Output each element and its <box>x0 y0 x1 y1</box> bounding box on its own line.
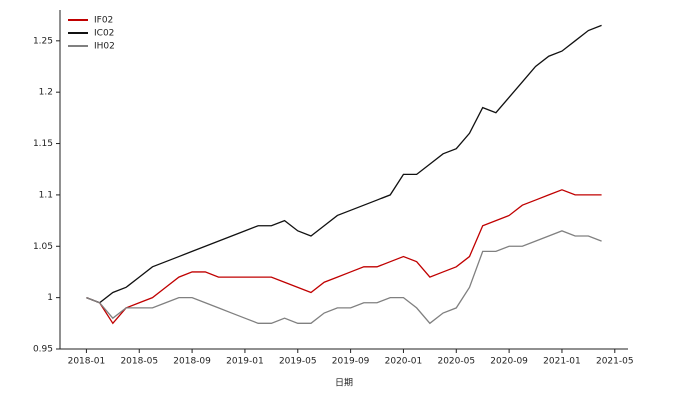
legend-label: IH02 <box>94 42 115 52</box>
x-tick-label: 2020-01 <box>385 357 423 367</box>
x-tick-label: 2018-09 <box>173 357 211 367</box>
y-tick-label: 1.2 <box>39 88 53 98</box>
series-line <box>86 189 602 325</box>
y-tick-label: 1.25 <box>33 36 53 46</box>
x-tick-label: 2019-01 <box>226 357 264 367</box>
x-tick-label: 2018-01 <box>68 357 106 367</box>
legend-label: IF02 <box>94 16 113 26</box>
y-tick-label: 1 <box>47 293 53 303</box>
x-tick-label: 2019-09 <box>332 357 370 367</box>
x-tick-label: 2021-05 <box>596 357 634 367</box>
x-tick-label: 2018-05 <box>120 357 158 367</box>
y-tick-label: 1.15 <box>33 139 53 149</box>
x-tick-label: 2021-01 <box>543 357 581 367</box>
x-tick-label: 2020-05 <box>437 357 475 367</box>
series-line <box>86 24 602 304</box>
y-tick-label: 0.95 <box>33 345 53 355</box>
y-tick-label: 1.05 <box>33 242 53 252</box>
series-line <box>86 230 602 325</box>
x-tick-label: 2019-05 <box>279 357 317 367</box>
x-tick-label: 2020-09 <box>490 357 528 367</box>
y-tick-label: 1.1 <box>39 190 53 200</box>
x-axis-label: 日期 <box>335 378 353 389</box>
legend-label: IC02 <box>94 29 114 39</box>
